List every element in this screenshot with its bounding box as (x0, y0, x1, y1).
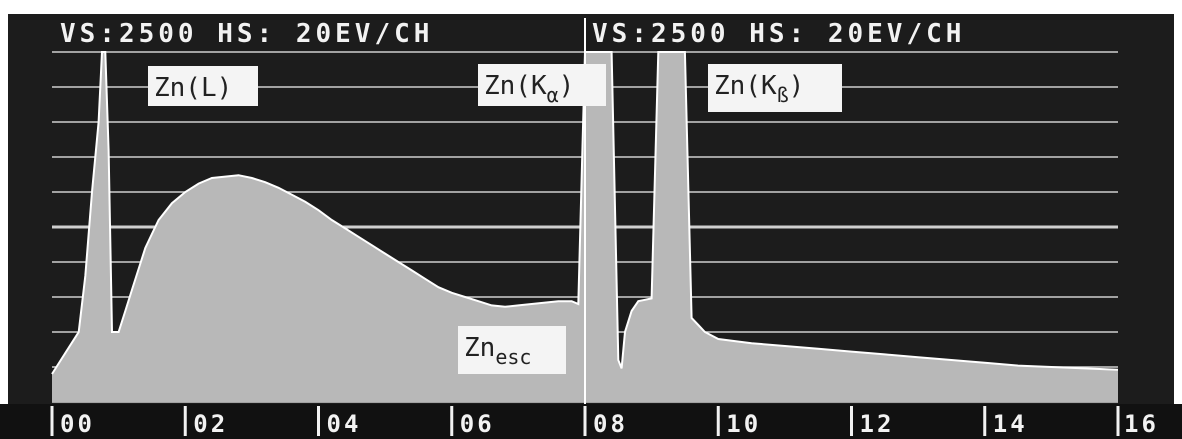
x-tick-label: 04 (327, 410, 362, 438)
annotation-box (458, 326, 566, 374)
x-tick-label: 16 (1124, 410, 1159, 438)
x-tick-label: 10 (726, 410, 761, 438)
header-right: VS:2500 HS: 20EV/CH (592, 19, 965, 49)
x-tick-label: 08 (593, 410, 628, 438)
spectrum-line (51, 51, 1119, 375)
x-tick-label: 12 (860, 410, 895, 438)
x-tick-label: 14 (993, 410, 1028, 438)
x-tick-label: 02 (193, 410, 228, 438)
x-tick-label: 06 (460, 410, 495, 438)
annotation-box (708, 64, 842, 112)
annotation-label: Zn(L) (154, 73, 232, 103)
header-left: VS:2500 HS: 20EV/CH (60, 19, 433, 49)
x-tick-row: 00 02 04 06 08 10 12 14 16 (0, 404, 1182, 439)
annotation-box (478, 64, 606, 106)
x-tick-label: 00 (60, 410, 95, 438)
annotation-box (148, 66, 258, 106)
annotations: Zn(L) Zn(Kα) Zn(Kß)Znesc (148, 64, 842, 374)
